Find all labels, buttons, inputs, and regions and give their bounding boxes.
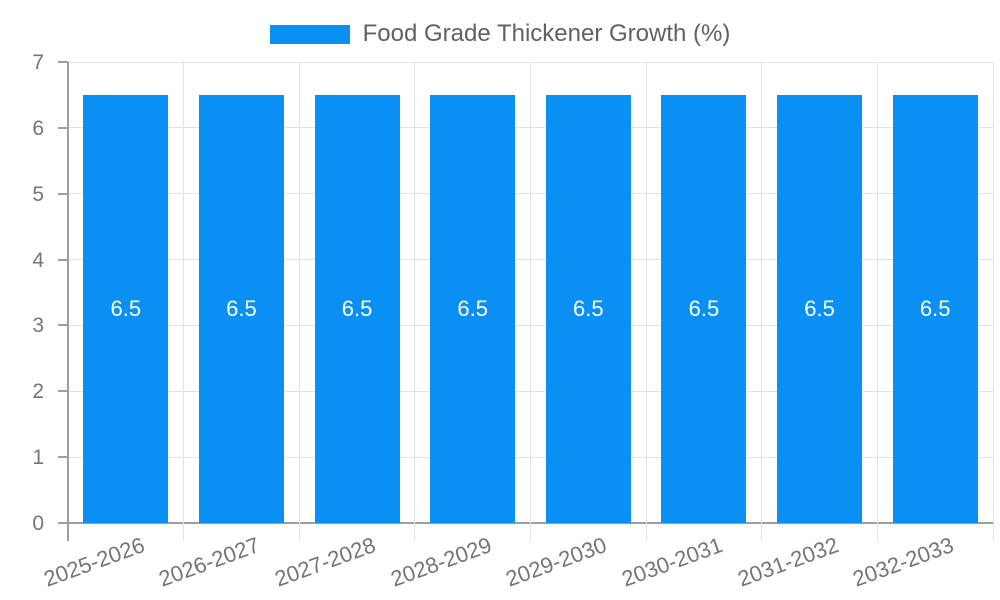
x-axis-tick [761,523,763,541]
y-axis-line [67,62,69,523]
bar[interactable] [314,94,400,523]
gridline-vertical [183,62,185,523]
x-axis-tick-label: 2032-2033 [849,532,958,592]
x-axis-tick [67,523,69,541]
y-axis-tick [58,456,68,459]
y-axis-tick-label: 3 [32,314,44,338]
bar[interactable] [661,94,747,523]
gridline-vertical [876,62,878,523]
gridline-vertical [645,62,647,523]
x-axis-tick [876,523,878,541]
y-axis-tick [58,192,68,195]
gridline-vertical [298,62,300,523]
legend-label: Food Grade Thickener Growth (%) [362,20,731,47]
y-axis-tick [58,522,68,524]
bar[interactable] [892,94,978,523]
x-axis-tick [183,523,185,541]
legend-swatch [269,24,350,44]
chart-legend: Food Grade Thickener Growth (%) [0,20,1000,48]
x-axis-tick [992,523,994,541]
bar[interactable] [198,94,284,523]
bar[interactable] [777,94,863,523]
y-axis-tick [58,126,68,129]
gridline-vertical [992,62,994,523]
y-axis-tick [58,390,68,393]
y-axis-tick-label: 4 [32,248,44,272]
y-axis-tick [58,258,68,261]
y-axis-tick [58,61,68,63]
bar[interactable] [83,94,169,523]
x-axis-tick [298,523,300,541]
legend-item[interactable]: Food Grade Thickener Growth (%) [269,20,731,48]
gridline-vertical [761,62,763,523]
x-axis-tick [645,523,647,541]
y-axis-tick-label: 6 [32,116,44,140]
y-axis-tick-label: 5 [32,182,44,206]
y-axis-tick-label: 1 [32,446,44,470]
y-axis-tick-label: 0 [32,512,44,535]
gridline-vertical [414,62,416,523]
bar[interactable] [545,94,631,523]
x-axis-tick [414,523,416,541]
y-axis-tick-label: 7 [32,51,44,74]
bar[interactable] [430,94,516,523]
y-axis-tick-label: 2 [32,380,44,404]
x-axis-tick [530,523,531,541]
y-axis-tick [58,324,68,327]
gridline-vertical [530,62,531,523]
